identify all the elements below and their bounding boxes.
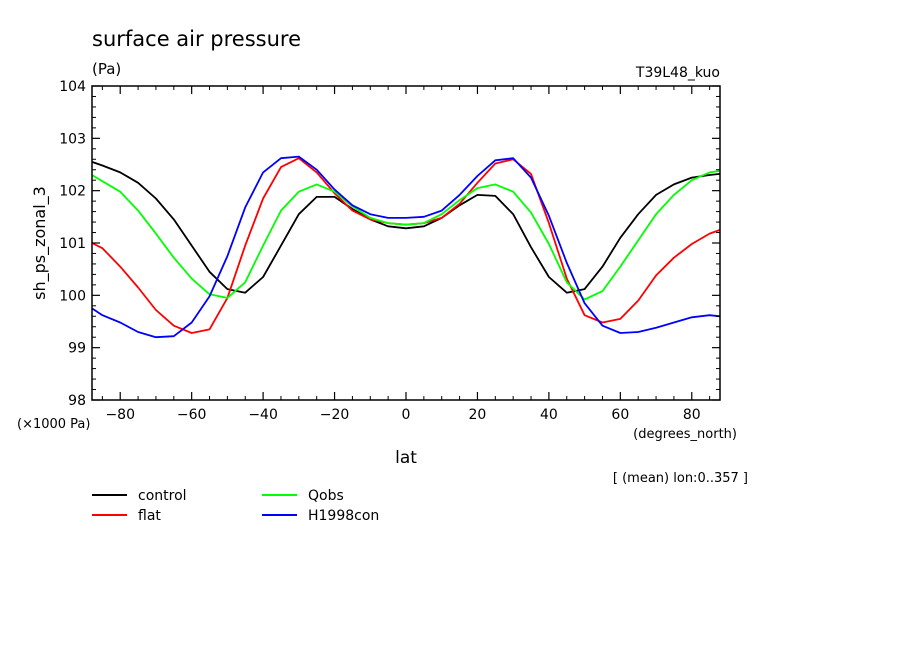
y-unit-label: (×1000 Pa) [17, 417, 90, 432]
y-tick-label: 102 [59, 184, 86, 200]
x-tick-label: 20 [469, 407, 487, 423]
y-tick-label: 99 [68, 341, 86, 357]
series-line-flat [91, 157, 721, 334]
y-tick-label: 98 [68, 393, 86, 409]
y-axis-label: sh_ps_zonal_3 [30, 186, 50, 300]
legend-label-h1998con: H1998con [308, 508, 379, 524]
units-label: (Pa) [92, 60, 121, 78]
x-tick-label: 40 [540, 407, 558, 423]
x-tick-label: −80 [105, 407, 135, 423]
subtitle-label: [ (mean) lon:0..357 ] [613, 471, 748, 486]
x-axis-label: lat [395, 448, 417, 468]
x-tick-label: 60 [611, 407, 629, 423]
x-tick-label: −60 [177, 407, 207, 423]
x-tick-label: −40 [248, 407, 278, 423]
legend-label-control: control [138, 488, 187, 504]
y-tick-label: 101 [59, 236, 86, 252]
plot-frame [91, 85, 721, 401]
y-tick-label: 103 [59, 131, 86, 147]
series-line-control [91, 161, 721, 294]
chart-title: surface air pressure [92, 27, 301, 51]
run-label: T39L48_kuo [635, 65, 720, 81]
x-tick-label: 80 [683, 407, 701, 423]
legend-label-flat: flat [138, 508, 161, 524]
x-unit-label: (degrees_north) [633, 427, 737, 442]
x-tick-label: 0 [402, 407, 411, 423]
x-tick-label: −20 [320, 407, 350, 423]
series-line-h1998con [91, 155, 721, 339]
legend-label-qobs: Qobs [308, 488, 344, 504]
y-tick-label: 104 [59, 79, 86, 95]
series-line-qobs [91, 169, 721, 301]
y-tick-label: 100 [59, 288, 86, 304]
